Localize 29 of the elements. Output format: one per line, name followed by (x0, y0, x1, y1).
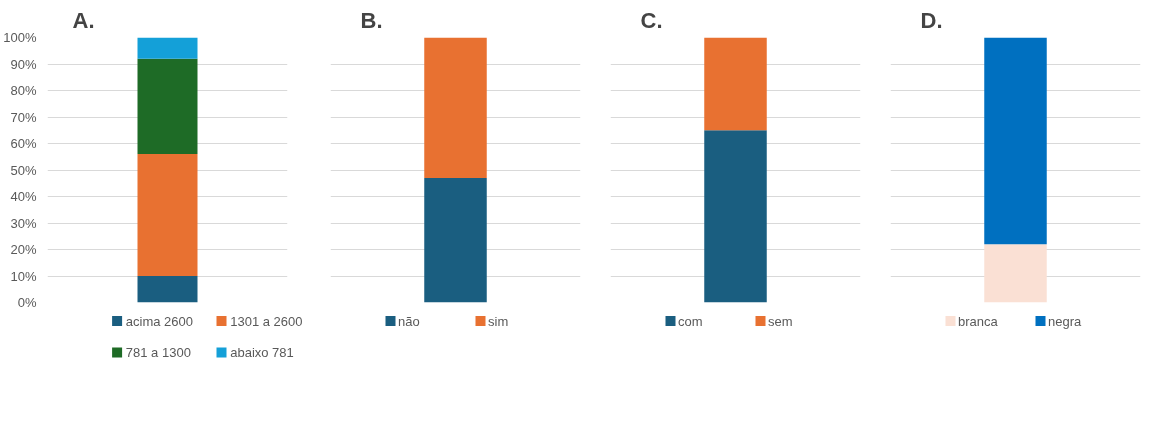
chart-title: B. (360, 7, 383, 33)
chart-title: D. (920, 7, 943, 33)
y-tick-label: 90% (10, 56, 37, 72)
legend-label: sim (488, 313, 509, 329)
y-tick-label: 100% (3, 30, 37, 45)
chart-title: A. (72, 7, 95, 33)
bar (137, 276, 198, 303)
legend-label: 1301 a 2600 (230, 313, 303, 329)
legend-label: com (678, 313, 703, 329)
y-tick-label: 80% (10, 83, 37, 98)
legend-label: negra (1048, 313, 1083, 329)
y-tick-label: 50% (10, 162, 37, 178)
y-tick-label: 10% (10, 268, 37, 284)
legend-label: sem (768, 313, 793, 329)
bar (137, 58, 198, 155)
bar (137, 37, 198, 59)
y-tick-label: 30% (10, 215, 37, 231)
y-tick-label: 20% (10, 242, 37, 257)
y-tick-label: 70% (10, 109, 37, 125)
y-tick-label: 0% (17, 295, 37, 310)
legend-label: não (398, 313, 420, 329)
chart-title: C. (640, 7, 663, 33)
legend-label: 781 a 1300 (125, 345, 191, 360)
y-tick-label: 40% (10, 189, 37, 204)
y-tick-label: 60% (10, 136, 37, 151)
legend-label: branca (958, 313, 999, 329)
legend-label: acima 2600 (125, 313, 194, 329)
legend-label: abaixo 781 (230, 345, 294, 360)
bar (137, 154, 198, 276)
